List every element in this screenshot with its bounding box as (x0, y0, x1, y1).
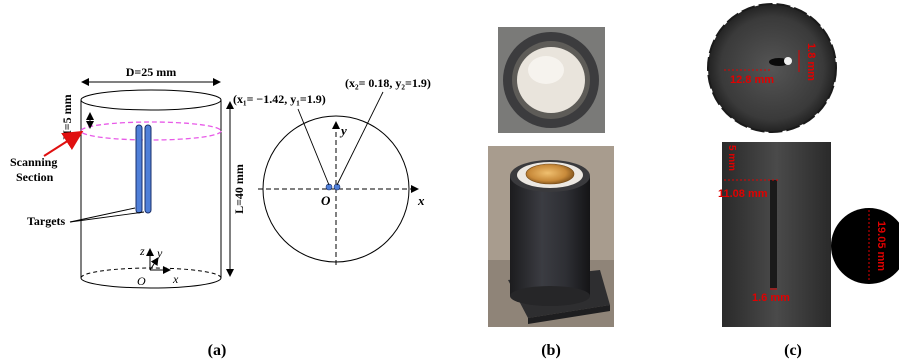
panel-a-caption: (a) (208, 342, 227, 359)
panel-b-caption: (b) (541, 342, 561, 359)
target-2-leader (336, 91, 384, 186)
bottom-photo-base-side (528, 305, 610, 324)
bottom-photo-cylinder-bottom (510, 286, 590, 306)
top-photo-highlight (528, 56, 564, 84)
scanning-label-line2: Section (16, 170, 54, 184)
scanning-red-arrow (43, 130, 84, 157)
ct-top-width-label: 12.8 mm (730, 74, 774, 86)
axis-x-label: x (172, 272, 179, 286)
length-label: L=40 mm (232, 164, 246, 214)
target-rods (135, 124, 152, 214)
bottom-photo-cylinder (510, 176, 590, 296)
ct-coin-disk (831, 208, 899, 284)
ct-side-width-label: 11.08 mm (718, 188, 768, 200)
panel-b: (b) (488, 27, 614, 359)
target-1-coords: (x₁= −1.42, y₁=1.9) (233, 92, 326, 106)
ct-side-depth-label: 5 mm (726, 145, 737, 171)
panel-c-caption: (c) (784, 342, 802, 359)
circle-x-label: x (417, 193, 425, 208)
ct-top-targets (769, 58, 789, 66)
targets-pointer-1 (69, 207, 136, 223)
scanning-label-line1: Scanning (10, 155, 57, 169)
target-1-leader (297, 108, 330, 186)
cylinder-drawing (80, 89, 222, 289)
axis-y-label: y (156, 246, 163, 260)
ct-top-height-label: 1.8 mm (805, 43, 817, 81)
ct-side-slot-label: 1.6 mm (752, 292, 790, 304)
panel-a: D=25 mm H=5 mm L=40 mm Scanning Section … (10, 65, 431, 359)
diameter-label: D=25 mm (126, 65, 177, 79)
height-label: H=5 mm (60, 94, 74, 139)
ct-side-slot (770, 180, 777, 288)
axes-3d (146, 248, 171, 274)
ct-top-disk (707, 3, 837, 133)
origin-label: O (137, 274, 146, 288)
ct-top-target-dot (784, 57, 792, 65)
scanning-section-ellipse (80, 121, 222, 141)
target-2-coords: (x₂= 0.18, y₂=1.9) (345, 76, 431, 90)
targets-pointer-2 (69, 211, 145, 223)
ct-coin-label: 19.05 mm (875, 221, 887, 271)
circle-y-label: y (339, 123, 347, 138)
axis-z-label: z (139, 244, 145, 258)
circle-origin-label: O (321, 193, 331, 208)
targets-label: Targets (27, 214, 66, 228)
bottom-photo-coin (525, 163, 575, 185)
panel-c: 12.8 mm 1.8 mm 5 mm 11.08 mm 1.6 mm 19.0… (707, 3, 899, 359)
